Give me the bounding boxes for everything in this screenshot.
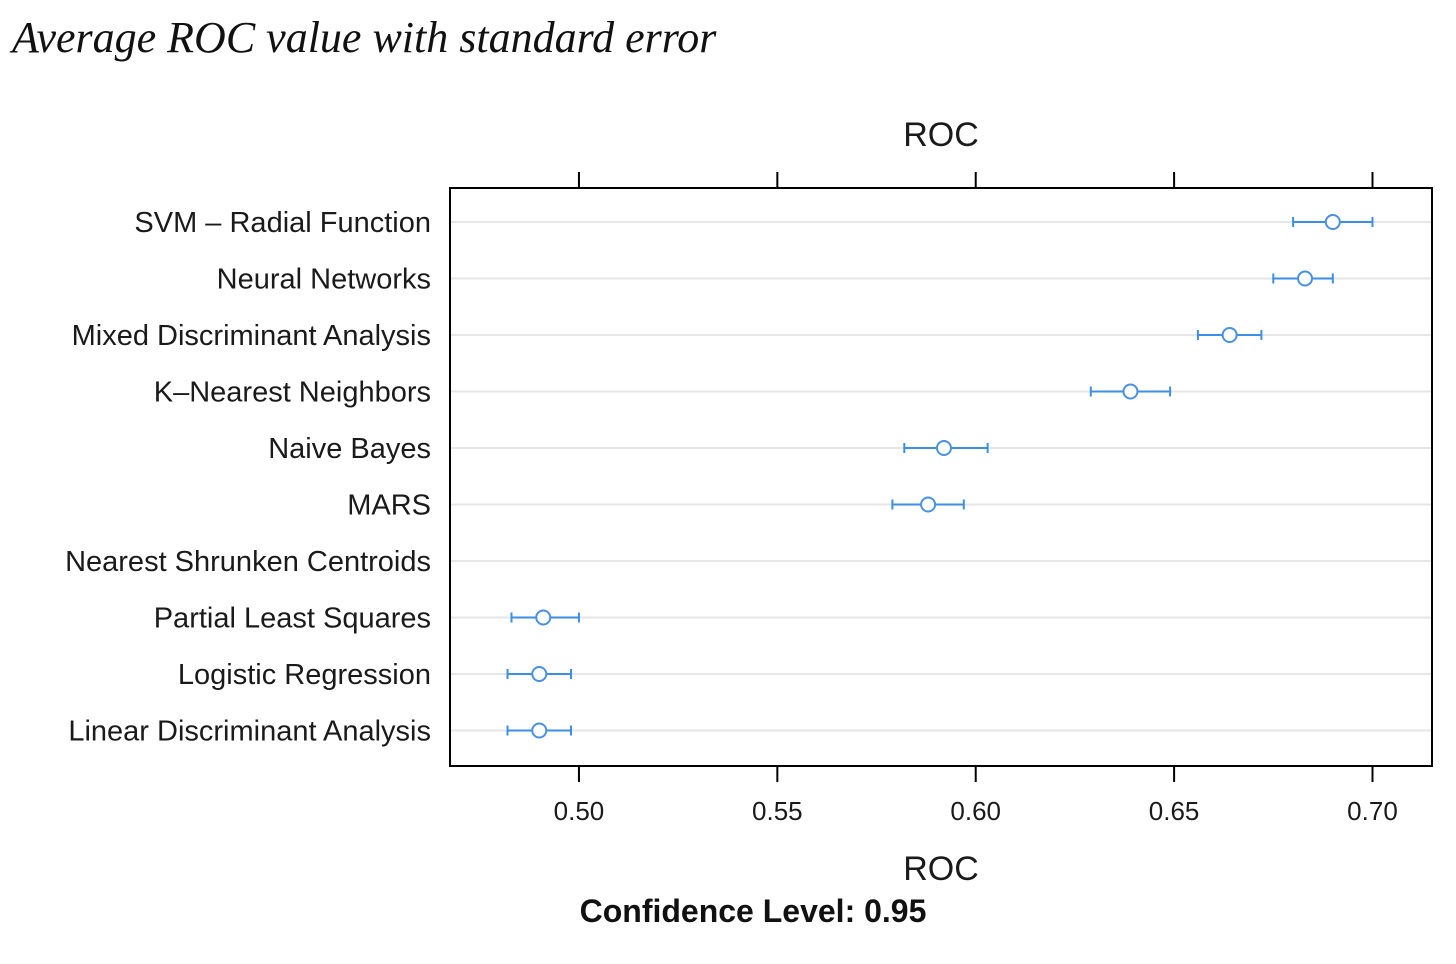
data-point bbox=[531, 722, 548, 739]
x-tick-label: 0.70 bbox=[1347, 796, 1398, 826]
figure-title: Average ROC value with standard error bbox=[12, 13, 717, 62]
category-label: Neural Networks bbox=[217, 264, 431, 296]
category-labels: SVM – Radial Function Neural Networks Mixe… bbox=[65, 207, 431, 748]
top-axis-label: ROC bbox=[903, 116, 979, 154]
category-label: Linear Discriminant Analysis bbox=[68, 716, 431, 748]
data-point bbox=[1297, 270, 1314, 287]
category-label: Mixed Discriminant Analysis bbox=[72, 320, 431, 352]
data-point bbox=[535, 609, 552, 626]
x-tick-label: 0.65 bbox=[1149, 796, 1200, 826]
bottom-axis-ticks bbox=[577, 766, 1374, 782]
category-label: Nearest Shrunken Centroids bbox=[65, 546, 431, 578]
x-tick-label: 0.60 bbox=[950, 796, 1001, 826]
top-axis-ticks bbox=[577, 172, 1374, 188]
x-tick-labels: 0.50 0.55 0.60 0.65 0.70 bbox=[554, 796, 1398, 826]
data-point bbox=[1221, 327, 1238, 343]
x-tick-label: 0.50 bbox=[554, 796, 605, 826]
category-label: SVM – Radial Function bbox=[134, 207, 431, 239]
data-points bbox=[506, 214, 1374, 739]
data-point bbox=[920, 496, 937, 513]
data-point bbox=[1324, 214, 1341, 230]
category-label: MARS bbox=[347, 490, 431, 522]
x-axis-title: ROC bbox=[903, 850, 979, 888]
plot-frame bbox=[449, 187, 1433, 767]
data-point bbox=[1122, 383, 1139, 400]
grid-lines bbox=[450, 221, 1432, 732]
category-label: Partial Least Squares bbox=[154, 603, 431, 635]
category-label: K–Nearest Neighbors bbox=[154, 377, 431, 409]
data-point bbox=[935, 440, 952, 456]
x-tick-label: 0.55 bbox=[752, 796, 803, 826]
confidence-level-caption: Confidence Level: 0.95 bbox=[580, 893, 927, 929]
category-label: Logistic Regression bbox=[178, 659, 431, 691]
category-label: Naive Bayes bbox=[268, 433, 431, 465]
data-point bbox=[531, 666, 548, 682]
